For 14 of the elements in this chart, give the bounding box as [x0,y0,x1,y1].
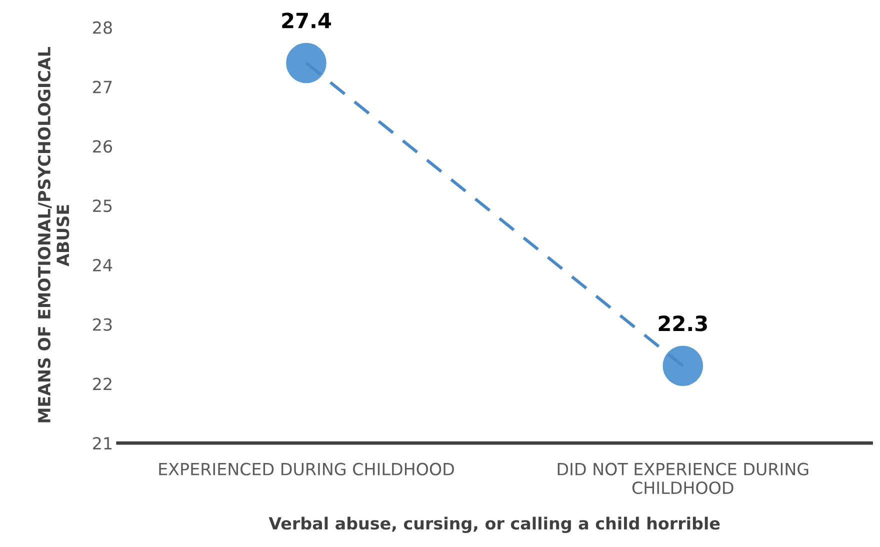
y-axis-title: MEANS OF EMOTIONAL/PSYCHOLOGICAL ABUSE [38,47,70,422]
x-axis-title: Verbal abuse, cursing, or calling a child horrible [268,516,720,534]
y-tick-label: 28 [93,21,112,34]
data-label: 27.4 [282,12,331,28]
y-tick-label: 21 [93,437,112,450]
data-label: 22.3 [658,316,707,332]
y-tick-label: 27 [93,80,112,94]
y-tick-label: 23 [93,318,112,331]
y-tick-label: 22 [93,378,112,390]
x-tick-label: EXPERIENCED DURING CHILDHOOD [159,462,454,476]
y-tick-label: 24 [93,258,112,272]
y-tick-label: 25 [93,199,112,212]
y-tick-label: 26 [93,140,112,153]
x-tick-label: DID NOT EXPERIENCE DURING CHILDHOOD [558,462,808,494]
